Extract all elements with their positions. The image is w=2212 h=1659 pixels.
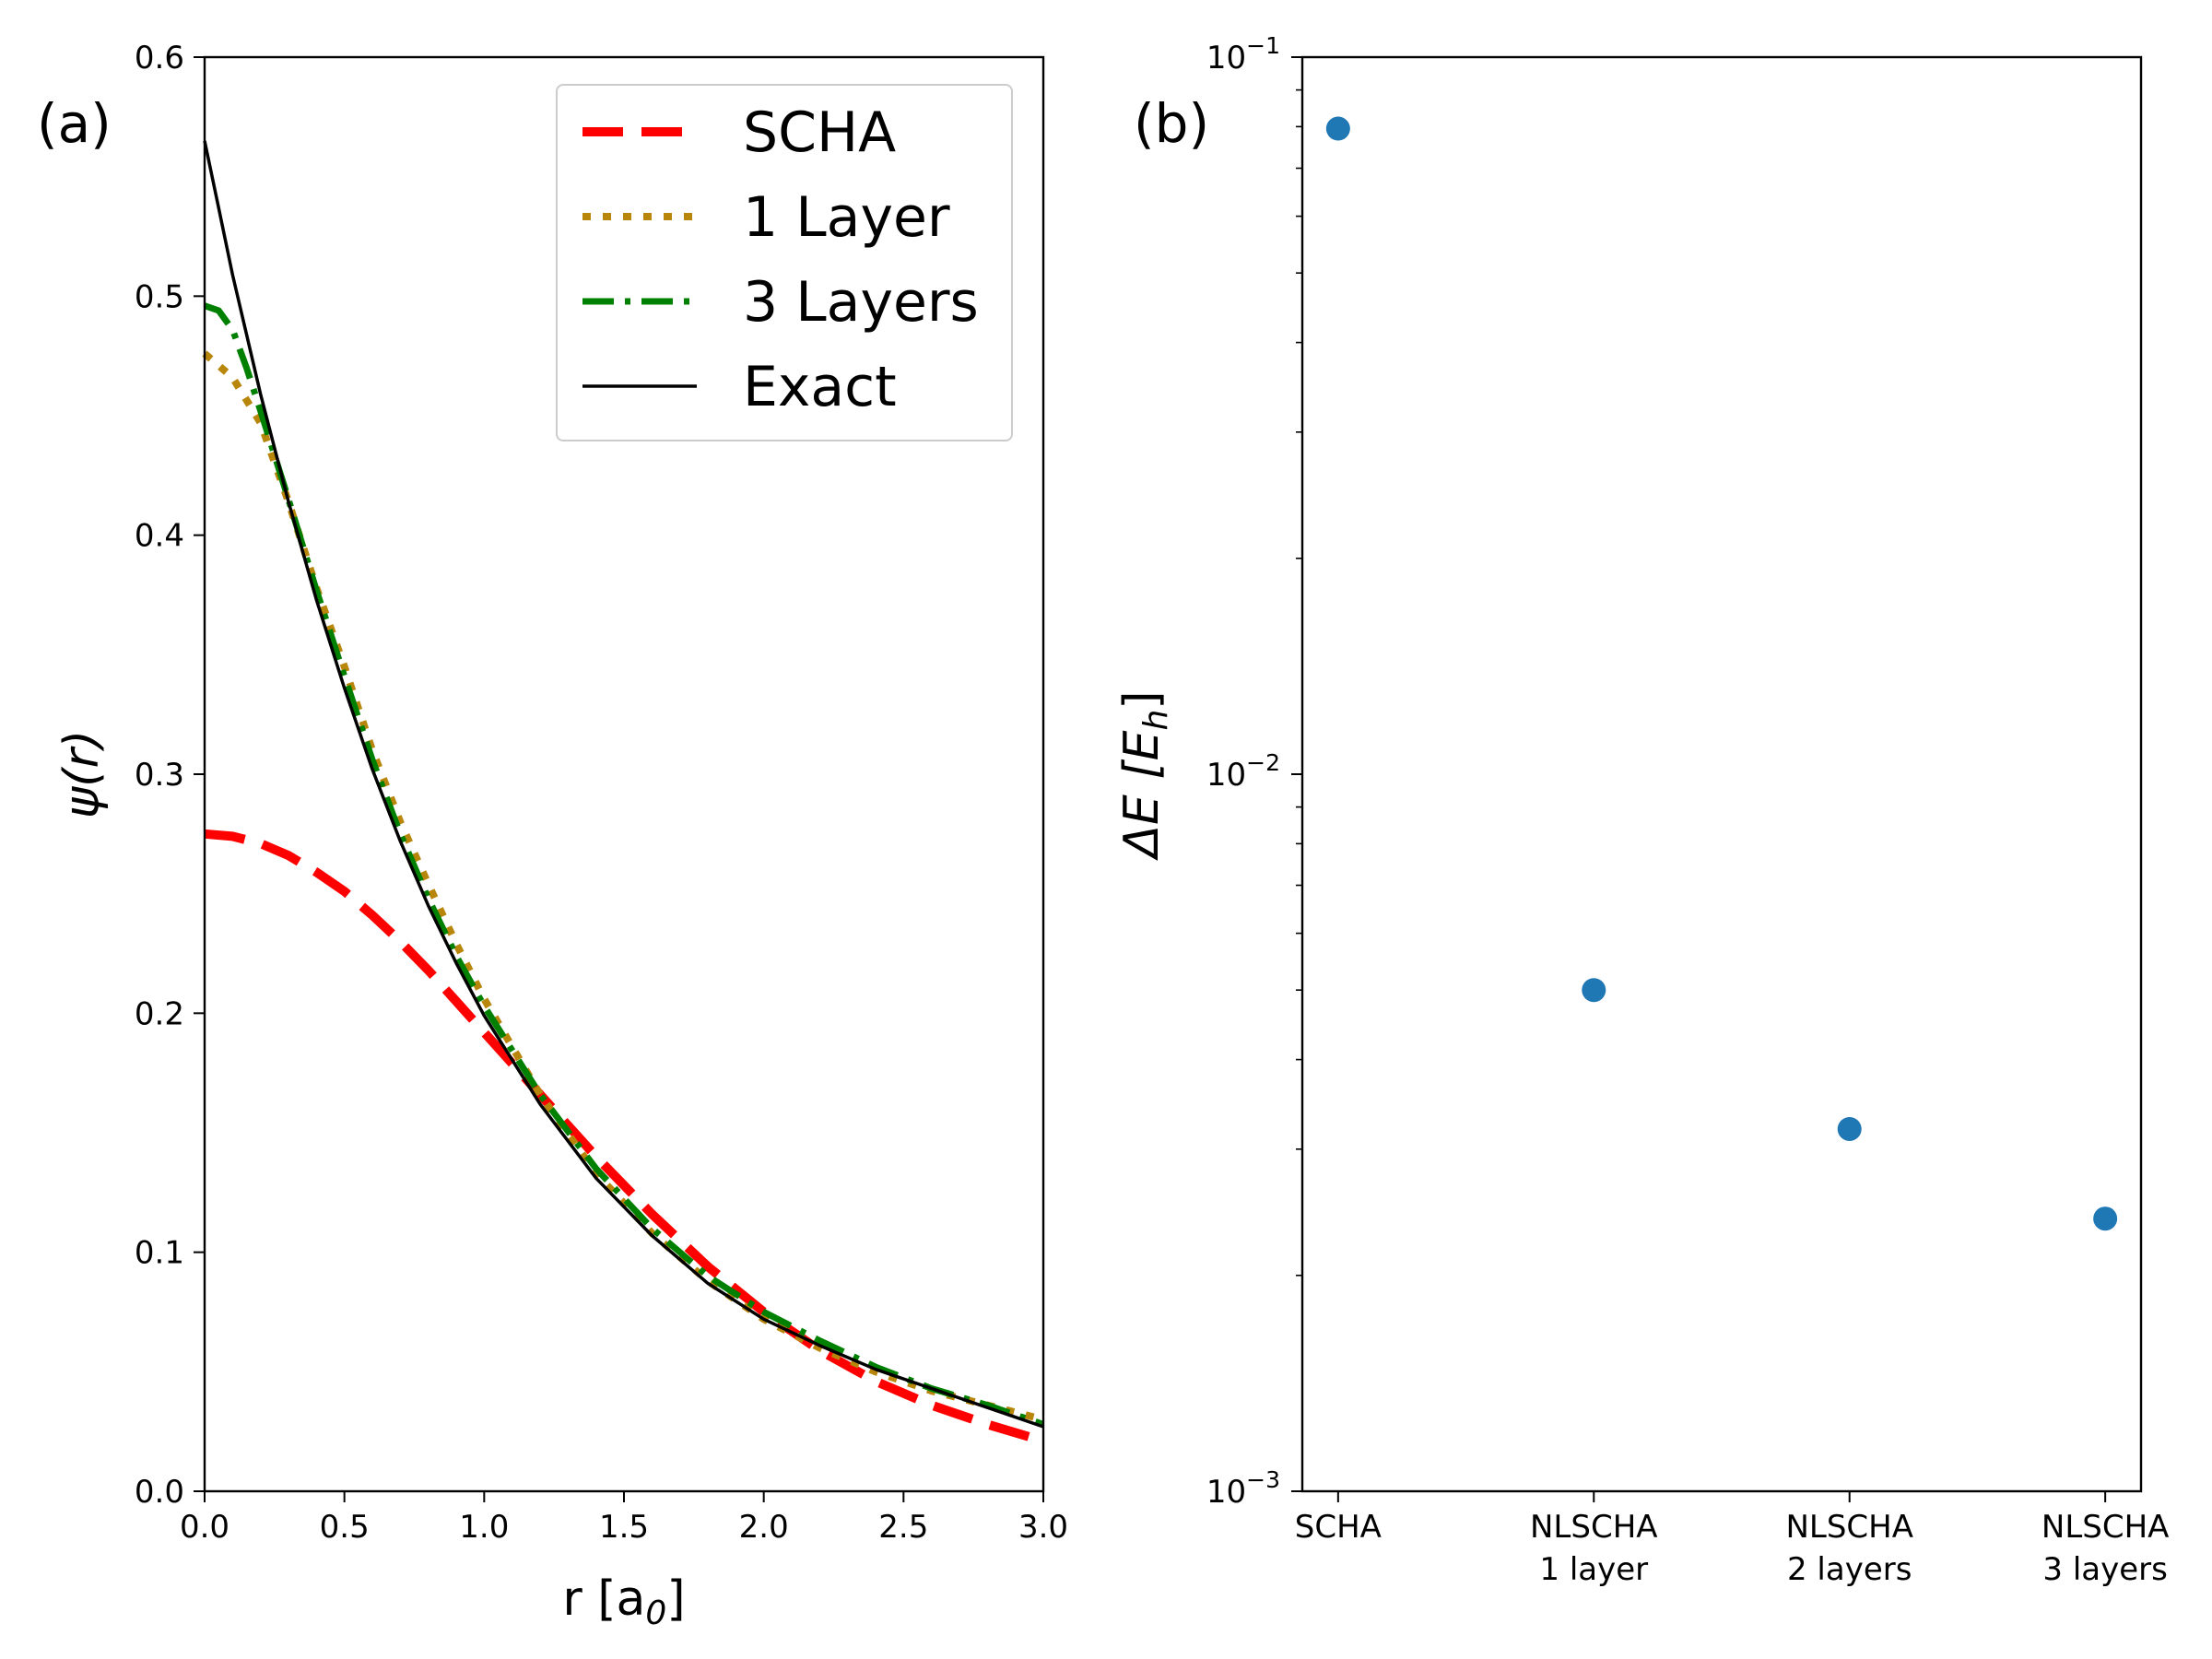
- panel-a-legend: SCHA 1 Layer 3 Layers Exact: [556, 84, 1013, 441]
- y-tick-label: 10−1: [1206, 32, 1280, 76]
- data-point: [1837, 1116, 1862, 1141]
- data-point: [1325, 116, 1350, 141]
- legend-label: SCHA: [743, 100, 896, 165]
- x-tick-label-line2: 3 layers: [2042, 1551, 2167, 1588]
- panel-a-x-ticks: 0.0 0.5 1.0 1.5 2.0 2.5 3.0: [180, 1491, 1068, 1546]
- y-tick-label: 0.0: [135, 1474, 184, 1511]
- y-tick-label: 0.5: [135, 278, 184, 315]
- x-tick-label: NLSCHA: [1785, 1509, 1913, 1546]
- panel-a-x-axis-label: r [a0]: [562, 1571, 685, 1632]
- y-tick-label: 0.6: [135, 40, 184, 76]
- legend-label: Exact: [743, 355, 897, 419]
- panel-b-y-axis-label-sub: h: [1137, 710, 1175, 731]
- panel-b-y-ticks: 10−1 10−2 10−3: [1206, 32, 1302, 1511]
- panel-a-y-axis-label: ψ(r): [54, 730, 110, 818]
- x-tick-label: NLSCHA: [1530, 1509, 1658, 1546]
- panel-a-curves: [202, 140, 1045, 1446]
- panel-a-label: (a): [37, 92, 112, 155]
- y-tick-label: 0.2: [135, 995, 184, 1032]
- series-exact-line: [203, 140, 1044, 1429]
- panel-a-line-chart: 0.0 0.5 1.0 1.5 2.0 2.5 3.0 0.0 0.1 0.2 0.3 0.4 0.5…: [37, 40, 1068, 1632]
- series-3-layers-line: [203, 302, 1045, 1428]
- panel-a-x-axis-label-end: ]: [666, 1571, 685, 1627]
- panel-a-x-axis-label-main: r [a: [562, 1571, 645, 1627]
- panel-b-y-axis-label-main: ΔE [E: [1114, 730, 1170, 861]
- x-tick-label: 1.5: [599, 1509, 649, 1546]
- y-tick-label: 0.1: [135, 1235, 184, 1272]
- y-tick-label: 10−3: [1206, 1466, 1280, 1511]
- legend-label: 3 Layers: [743, 270, 979, 335]
- panel-a-x-axis-label-sub: 0: [645, 1594, 666, 1632]
- x-tick-label: 0.5: [320, 1509, 370, 1546]
- panel-a-y-ticks: 0.0 0.1 0.2 0.3 0.4 0.5 0.6: [135, 40, 205, 1511]
- x-tick-label-line2: 1 layer: [1539, 1551, 1648, 1588]
- series-scha-line: [204, 829, 1045, 1446]
- x-tick-label: 0.0: [180, 1509, 229, 1546]
- y-tick-label: 0.3: [135, 757, 184, 794]
- x-tick-label-line2: 2 layers: [1787, 1551, 1912, 1588]
- panel-b-y-axis-label: ΔE [Eh]: [1114, 690, 1175, 861]
- x-tick-label: SCHA: [1295, 1509, 1382, 1546]
- x-tick-label: 2.5: [878, 1509, 928, 1546]
- y-tick-label: 10−2: [1206, 749, 1280, 794]
- panel-b-label: (b): [1134, 92, 1209, 155]
- data-point: [2093, 1206, 2118, 1231]
- panel-b-scatter-chart: 10−1 10−2 10−3 SCHA NLSCHA 1 layer NLSCHA 2 la…: [1114, 32, 2169, 1588]
- panel-b-points: [1325, 116, 2118, 1231]
- panel-b-y-axis-label-end: ]: [1114, 690, 1170, 709]
- data-point: [1582, 978, 1606, 1003]
- x-tick-label: 3.0: [1018, 1509, 1068, 1546]
- legend-frame: [556, 84, 1013, 441]
- panel-b-x-ticks: SCHA NLSCHA 1 layer NLSCHA 2 layers NLSCHA 3 l…: [1295, 1491, 2170, 1588]
- y-tick-label: 0.4: [135, 518, 184, 555]
- x-tick-label: 2.0: [739, 1509, 789, 1546]
- x-tick-label: 1.0: [459, 1509, 509, 1546]
- x-tick-label: NLSCHA: [2041, 1509, 2170, 1546]
- legend-label: 1 Layer: [743, 185, 950, 250]
- panel-b-frame: [1300, 55, 2143, 1493]
